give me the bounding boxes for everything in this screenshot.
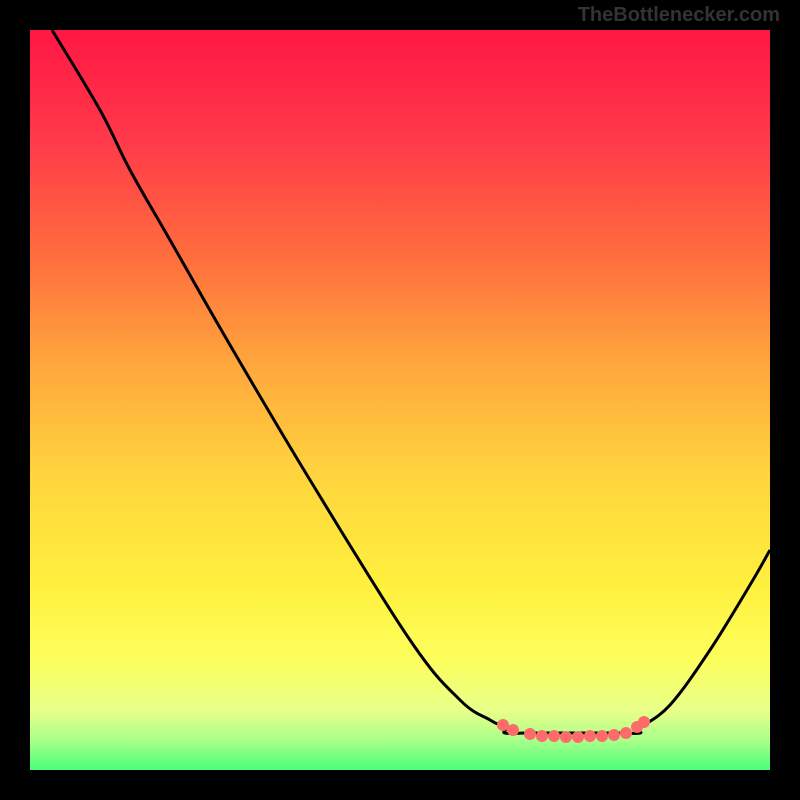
- highlight-dot: [596, 730, 608, 742]
- highlight-dot: [620, 727, 632, 739]
- highlight-dot: [536, 730, 548, 742]
- chart-area: [30, 30, 770, 770]
- highlight-dot: [560, 731, 572, 743]
- highlight-dot: [524, 728, 536, 740]
- highlight-dot: [548, 730, 560, 742]
- bottleneck-chart: [30, 30, 770, 770]
- highlight-dot: [572, 731, 584, 743]
- highlight-dot: [507, 724, 519, 736]
- highlight-dot: [584, 730, 596, 742]
- highlight-dot: [608, 729, 620, 741]
- highlight-dot: [638, 716, 650, 728]
- watermark-text: TheBottlenecker.com: [578, 4, 780, 27]
- gradient-background: [30, 30, 770, 770]
